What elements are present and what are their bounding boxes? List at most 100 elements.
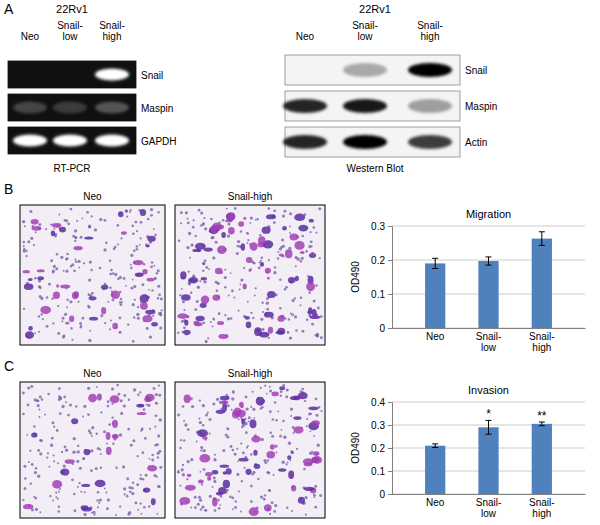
pore bbox=[27, 240, 30, 243]
cell bbox=[215, 268, 223, 274]
pore bbox=[125, 210, 128, 213]
pore bbox=[240, 511, 242, 513]
pore bbox=[309, 231, 311, 233]
pore bbox=[231, 397, 234, 400]
error-cap bbox=[486, 434, 492, 435]
marks bbox=[425, 232, 552, 328]
pore bbox=[282, 420, 284, 422]
pore bbox=[160, 298, 163, 301]
bar-chart: MigrationOD49000.10.20.3NeoSnail-lowSnai… bbox=[350, 208, 586, 353]
pore bbox=[152, 315, 154, 317]
error-bar bbox=[539, 232, 545, 246]
pore bbox=[71, 339, 73, 341]
pore bbox=[46, 296, 49, 299]
pore bbox=[228, 295, 230, 297]
pore bbox=[232, 449, 235, 452]
pore bbox=[207, 412, 209, 414]
x-axis: NeoSnail-lowSnail-high bbox=[393, 328, 586, 353]
pore bbox=[290, 450, 292, 452]
pore bbox=[100, 467, 102, 469]
pore bbox=[212, 325, 214, 327]
pore bbox=[288, 247, 291, 250]
pore bbox=[192, 219, 194, 221]
pore bbox=[73, 269, 76, 272]
pore bbox=[232, 390, 235, 393]
cell bbox=[239, 402, 244, 408]
pore bbox=[213, 458, 216, 461]
pore bbox=[177, 332, 179, 334]
pore bbox=[77, 445, 79, 447]
tick-label: 0.4 bbox=[371, 397, 385, 408]
band bbox=[408, 135, 452, 149]
cell bbox=[140, 294, 149, 302]
cell bbox=[37, 269, 45, 272]
pore bbox=[159, 418, 162, 421]
pore bbox=[73, 509, 76, 512]
cell bbox=[147, 278, 155, 282]
pore bbox=[79, 326, 82, 329]
pore bbox=[205, 266, 208, 269]
cell bbox=[312, 451, 319, 455]
pore bbox=[158, 384, 160, 386]
pore bbox=[156, 443, 159, 446]
pore bbox=[143, 506, 146, 509]
pore bbox=[300, 304, 302, 306]
pore bbox=[29, 210, 32, 213]
label-line: Snail- bbox=[99, 20, 125, 31]
pore bbox=[128, 399, 130, 401]
cell bbox=[133, 260, 144, 265]
pore bbox=[90, 469, 93, 472]
pore bbox=[40, 313, 42, 315]
pore bbox=[35, 231, 37, 233]
x-axis: NeoSnail-lowSnail-high bbox=[393, 494, 586, 519]
cell bbox=[249, 507, 259, 516]
pore bbox=[199, 399, 201, 401]
pore bbox=[49, 466, 51, 468]
pore bbox=[116, 384, 119, 387]
pore bbox=[114, 246, 117, 249]
pore bbox=[289, 225, 291, 227]
pore bbox=[198, 209, 201, 212]
pore bbox=[106, 507, 109, 510]
pore bbox=[202, 222, 205, 225]
pore bbox=[187, 460, 190, 463]
pore bbox=[271, 501, 274, 504]
pore bbox=[315, 398, 318, 401]
pore bbox=[250, 453, 253, 456]
pore bbox=[132, 303, 135, 306]
pore bbox=[72, 450, 75, 453]
pore bbox=[34, 497, 37, 500]
pore bbox=[76, 220, 78, 222]
pore bbox=[252, 408, 255, 411]
cell bbox=[89, 317, 98, 321]
pore bbox=[233, 296, 235, 298]
panel-label: C bbox=[4, 358, 14, 374]
tick: 0.2 bbox=[371, 443, 392, 454]
pore bbox=[240, 230, 243, 233]
pore bbox=[137, 394, 140, 397]
pore bbox=[133, 250, 136, 253]
pore bbox=[302, 330, 305, 333]
pore bbox=[97, 506, 99, 508]
row-label: Maspin bbox=[465, 101, 497, 112]
pore bbox=[67, 414, 70, 417]
cell bbox=[60, 469, 69, 476]
pore bbox=[74, 229, 77, 232]
axis-line bbox=[388, 403, 393, 495]
pore bbox=[82, 416, 84, 418]
pore bbox=[250, 500, 253, 503]
pore bbox=[319, 257, 321, 259]
pore bbox=[86, 211, 89, 214]
cell bbox=[71, 418, 78, 424]
pore bbox=[80, 236, 83, 239]
pore bbox=[246, 232, 249, 235]
cell bbox=[51, 230, 55, 236]
cell bbox=[73, 246, 82, 250]
pore bbox=[226, 208, 228, 210]
pore bbox=[210, 218, 213, 221]
pore bbox=[99, 449, 101, 451]
cell bbox=[253, 450, 257, 456]
pore bbox=[127, 428, 130, 431]
cell bbox=[217, 245, 226, 254]
pore bbox=[194, 496, 197, 499]
